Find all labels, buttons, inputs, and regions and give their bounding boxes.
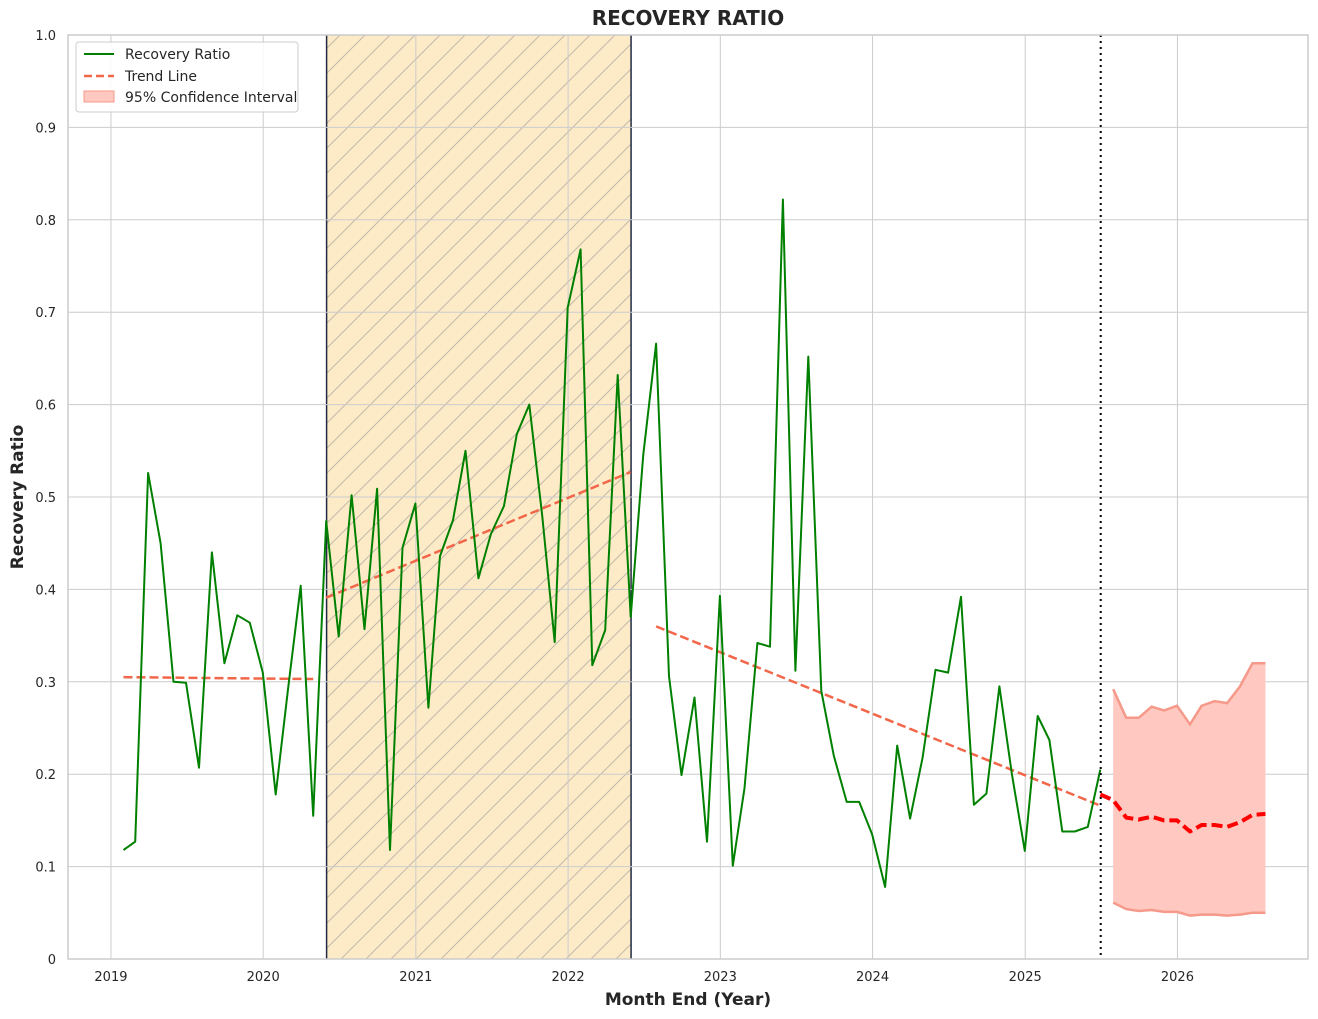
confidence-interval-upper [1112, 662, 1266, 727]
x-tick-labels: 2019 2020 2021 2022 2023 2024 2025 2026 [94, 970, 1194, 985]
legend: Recovery Ratio Trend Line 95% Confidence… [75, 41, 299, 113]
y-tick-label-0.6: 0.6 [35, 399, 56, 414]
plot-frame [67, 34, 1309, 960]
x-tick-label-2021: 2021 [399, 970, 432, 985]
trend-line-segment-3 [655, 625, 1101, 807]
forecast-layer [1099, 792, 1266, 834]
chart-title: RECOVERY RATIO [592, 6, 785, 30]
x-tick-label-2019: 2019 [94, 970, 127, 985]
forecast-line [1099, 792, 1266, 834]
x-tick-label-2023: 2023 [704, 970, 737, 985]
y-axis-label: Recovery Ratio [8, 425, 28, 570]
x-tick-label-2020: 2020 [247, 970, 280, 985]
y-tick-label-0.1: 0.1 [35, 861, 56, 876]
confidence-interval-band [1113, 663, 1266, 916]
legend-label-trend: Trend Line [124, 69, 197, 85]
y-tick-label-0.8: 0.8 [35, 214, 56, 229]
y-tick-label-0: 0 [48, 953, 56, 968]
trend-line-segment-1 [123, 675, 314, 681]
trend-line-layer [123, 470, 1101, 807]
x-tick-label-2024: 2024 [856, 970, 889, 985]
x-axis-label: Month End (Year) [605, 990, 771, 1010]
legend-swatch-ci [83, 90, 115, 103]
x-tick-label-2026: 2026 [1161, 970, 1194, 985]
x-tick-label-2025: 2025 [1009, 970, 1042, 985]
trend-line-segment-2 [325, 470, 632, 599]
y-tick-label-0.7: 0.7 [35, 306, 56, 321]
y-tick-label-0.5: 0.5 [35, 491, 56, 506]
legend-label-ci: 95% Confidence Interval [125, 90, 297, 106]
y-tick-labels: 0 0.1 0.2 0.3 0.4 0.5 0.6 0.7 0.8 0.9 1.0 [35, 29, 56, 968]
confidence-interval-layer [1112, 662, 1266, 917]
y-tick-label-0.4: 0.4 [35, 583, 56, 598]
legend-box [75, 41, 299, 113]
confidence-interval-lower [1112, 901, 1266, 917]
y-tick-label-1.0: 1.0 [35, 29, 56, 44]
recovery-ratio-line [122, 198, 1102, 888]
recovery-ratio-layer [122, 198, 1102, 888]
x-tick-label-2022: 2022 [552, 970, 585, 985]
y-tick-label-0.3: 0.3 [35, 676, 56, 691]
y-tick-label-0.9: 0.9 [35, 121, 56, 136]
legend-label-recovery: Recovery Ratio [125, 47, 230, 63]
y-tick-label-0.2: 0.2 [35, 768, 56, 783]
